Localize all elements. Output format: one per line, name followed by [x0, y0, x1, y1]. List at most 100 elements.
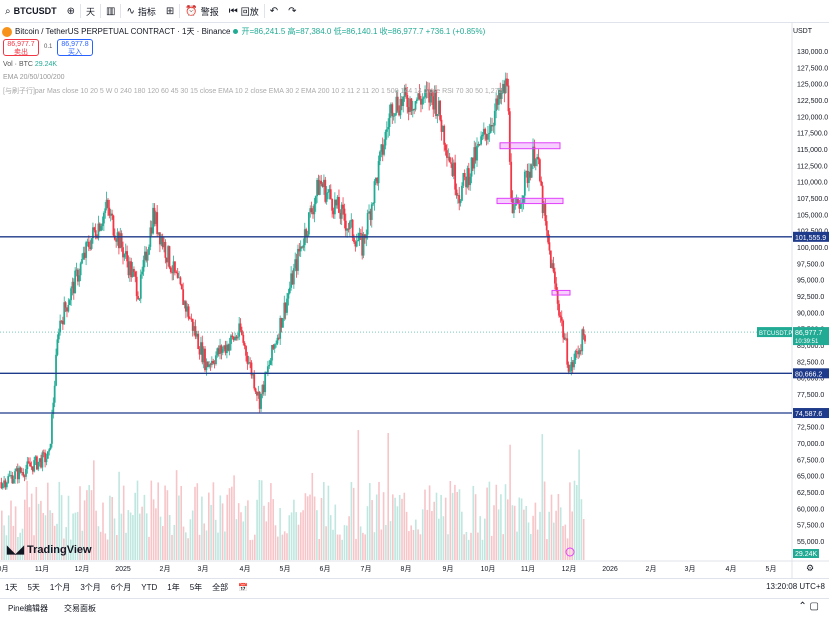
volume-bar [387, 433, 389, 560]
candle-body [366, 213, 369, 235]
calendar-icon[interactable]: 📅 [238, 582, 249, 592]
zone-rectangle[interactable] [496, 197, 564, 205]
volume-bar [318, 538, 320, 560]
range-5[interactable]: YTD [141, 582, 158, 592]
collapse-icon[interactable]: ⌃ [798, 601, 807, 612]
candle-body [560, 317, 563, 321]
candle-body [45, 458, 48, 463]
candle-body [131, 268, 134, 278]
chart-type-button[interactable]: ▥ [101, 0, 120, 23]
undo-button[interactable]: ↶ [265, 0, 283, 23]
volume-bar [189, 519, 192, 560]
range-7[interactable]: 5年 [189, 582, 203, 592]
volume-bar [520, 498, 523, 560]
volume-bar [509, 444, 511, 560]
buy-button[interactable]: 86,977.8 买入 [57, 39, 93, 56]
compare-button[interactable]: ⊕ [62, 0, 80, 23]
candle-body [52, 402, 55, 415]
volume-bar [44, 515, 47, 560]
candle-body [249, 362, 252, 364]
volume-bar [63, 538, 65, 560]
replay-button[interactable]: ⏮ 回放 [224, 0, 264, 23]
zone-rectangle[interactable] [551, 289, 571, 296]
candle-body [175, 271, 178, 273]
lightning-icon[interactable] [565, 547, 575, 557]
range-6[interactable]: 1年 [167, 582, 180, 592]
volume-bar [410, 525, 412, 560]
candle-body [301, 246, 303, 248]
candle-body [566, 338, 569, 365]
candle-body [351, 219, 354, 238]
volume-bar [210, 504, 212, 560]
trading-panel-tab[interactable]: 交易面板 [64, 604, 97, 613]
candle-body [350, 219, 353, 222]
range-3[interactable]: 3个月 [80, 582, 101, 592]
candle-body [537, 156, 540, 160]
interval-button[interactable]: 天 [81, 0, 100, 23]
candle-body [115, 239, 118, 242]
volume-bar [93, 460, 95, 560]
candle-body [492, 125, 495, 127]
range-0[interactable]: 1天 [5, 582, 18, 592]
candle-body [227, 344, 230, 351]
volume-bar [205, 530, 208, 560]
volume-indicator[interactable]: Vol · BTC 29.24K [3, 61, 57, 68]
zone-rectangle[interactable] [499, 142, 561, 150]
alert-button[interactable]: ⏰ 警报 [180, 0, 223, 23]
candle-body [446, 150, 448, 158]
volume-bar [513, 505, 516, 560]
candle-body [154, 212, 157, 224]
symbol-search[interactable]: ⌕ BTCUSDT [0, 0, 62, 23]
candle-body [3, 480, 6, 484]
range-8[interactable]: 全部 [212, 582, 229, 592]
candle-body [377, 161, 380, 184]
volume-bar [440, 494, 442, 560]
range-4[interactable]: 6个月 [110, 582, 132, 592]
candle-body [298, 248, 301, 252]
candle-body [450, 162, 452, 164]
settings-icon[interactable]: ⚙ [806, 564, 814, 574]
symbol-tag-bg [757, 327, 792, 338]
candle-body [544, 203, 547, 222]
candles-icon: ▥ [106, 5, 116, 17]
level-price-label: 74,587.6 [795, 411, 822, 418]
range-1[interactable]: 5天 [27, 582, 40, 592]
multi-indicator[interactable]: [与刷子行]par Mas close 10 20 5 W 0 240 180 … [3, 88, 503, 95]
candle-body [485, 134, 488, 140]
candle-body [48, 449, 51, 452]
volume-bar [576, 485, 578, 560]
candle-body [250, 362, 253, 376]
time-tick-label: 12月 [562, 565, 577, 573]
indicators-button[interactable]: ∿ 指标 [121, 0, 160, 23]
redo-button[interactable]: ↷ [283, 0, 301, 23]
price-chart[interactable]: 130,000.0 127,500.0 125,000.0 122,500.0 120,… [0, 0, 829, 578]
candle-body [210, 360, 213, 366]
candle-body [313, 204, 316, 215]
volume-bar [226, 494, 228, 560]
templates-button[interactable]: ⊞ [161, 0, 179, 23]
candle-body [143, 251, 146, 260]
candle-body [370, 204, 373, 220]
candle-body [236, 336, 239, 339]
range-2[interactable]: 1个月 [49, 582, 71, 592]
volume-bar [405, 511, 408, 560]
last-price-label: 86,977.7 [795, 330, 822, 337]
candle-body [451, 163, 454, 176]
candle-body [578, 350, 581, 355]
pine-editor-tab[interactable]: Pine编辑器 [8, 604, 49, 613]
volume-bar [118, 471, 120, 560]
sell-button[interactable]: 86,977.7 卖出 [3, 39, 39, 56]
candle-body [105, 199, 108, 209]
candle-body [579, 350, 582, 352]
candle-body [362, 234, 365, 256]
maximize-icon[interactable]: ▢ [809, 601, 819, 612]
candle-body [215, 355, 217, 365]
candle-body [243, 342, 246, 347]
ema-indicator[interactable]: EMA 20/50/100/200 [3, 74, 65, 81]
volume-bar [580, 499, 583, 560]
candle-body [487, 134, 489, 140]
currency-label[interactable]: USDT [792, 28, 812, 35]
candle-body [189, 318, 191, 320]
volume-bar [159, 516, 162, 560]
volume-bar [191, 510, 194, 560]
